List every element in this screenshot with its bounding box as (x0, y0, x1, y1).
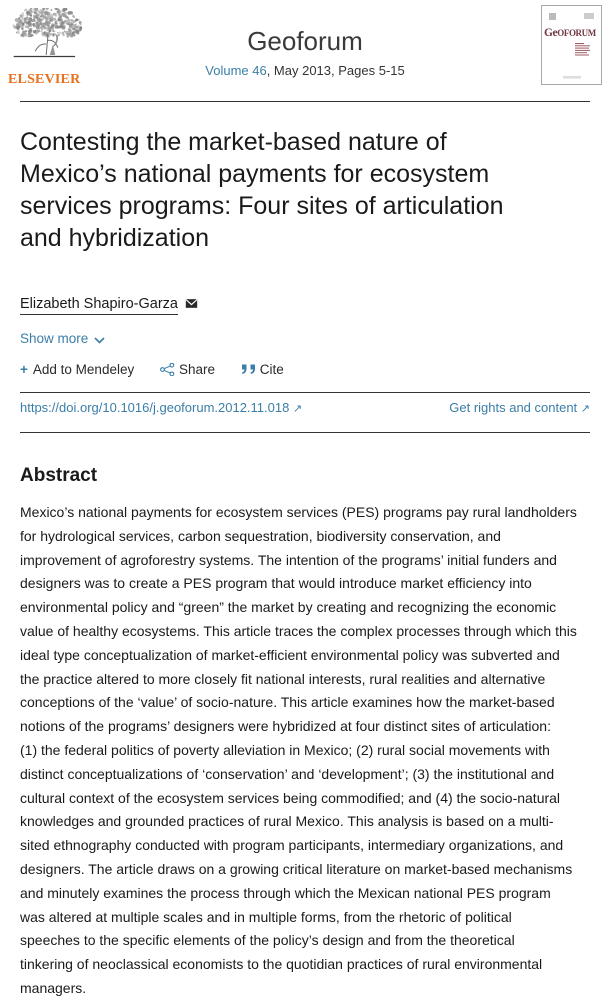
svg-text:GeOFORUM: GeOFORUM (544, 27, 597, 39)
